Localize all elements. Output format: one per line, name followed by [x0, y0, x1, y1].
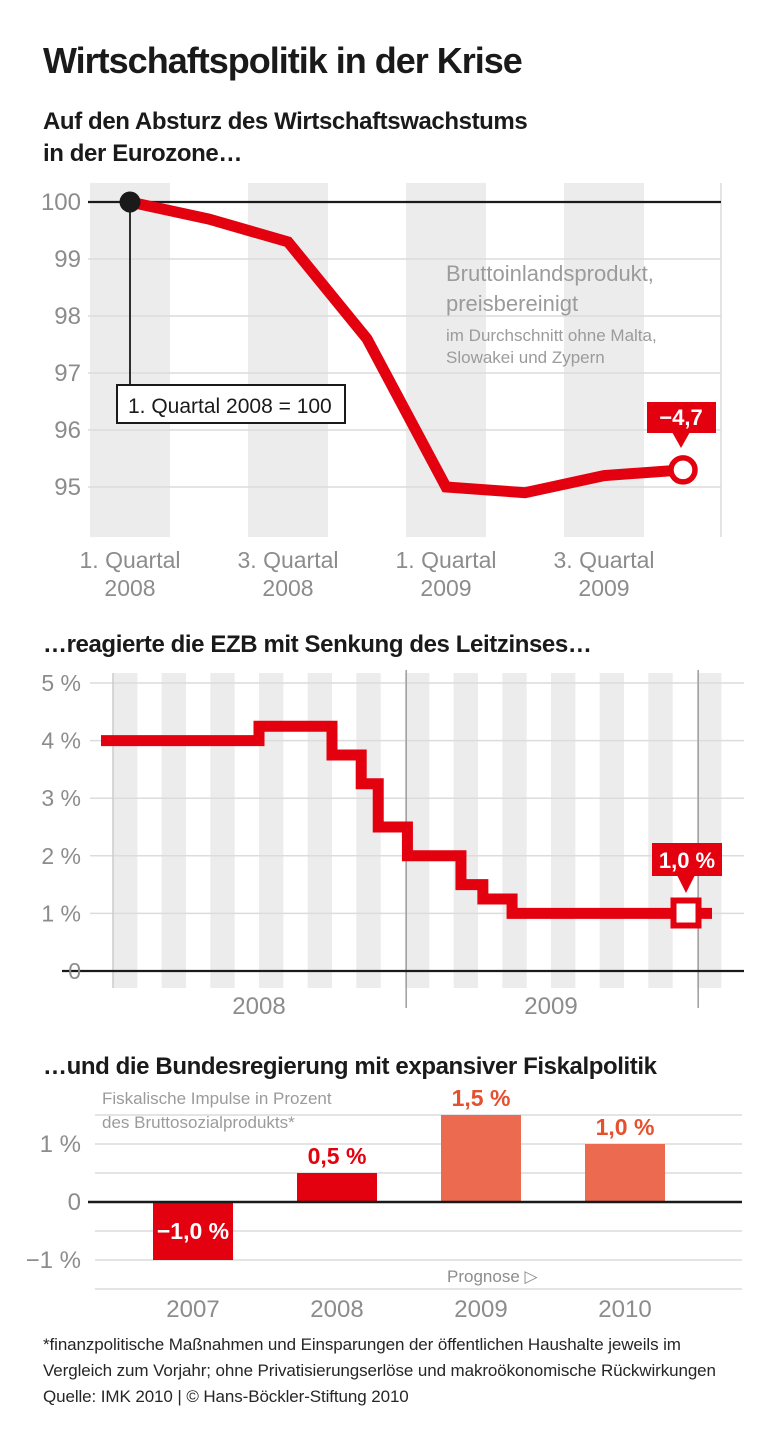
x-tick-label-quarter: 3. Quartal [554, 547, 655, 573]
fiskal-bar-chart: −1,0 % 0,5 % 1,5 % 1,0 % Fiskalische Impulse… [26, 1085, 742, 1323]
y-tick-label: 2 % [41, 843, 81, 869]
y-tick-label: 0 [68, 958, 81, 984]
chart-note-line2: des Bruttosozialprodukts* [102, 1113, 295, 1132]
leitzins-step-line [101, 720, 712, 919]
end-callout-box [647, 402, 716, 433]
bar-value-label: 0,5 % [308, 1143, 367, 1169]
annotation-box [116, 384, 346, 424]
bar-value-label: 1,0 % [596, 1114, 655, 1140]
gdp-line-chart: −4,7 1. Quartal 2008 = 100 100 99 98 97 96 95 1.… [41, 183, 722, 601]
footnote-block: *finanzpolitische Maßnahmen und Einsparu… [43, 1332, 743, 1410]
y-tick-label: −1 % [26, 1247, 81, 1274]
end-callout-value: 1,0 % [659, 848, 715, 873]
month-stripe [696, 673, 722, 988]
y-tick-label: 95 [54, 474, 81, 501]
annotation-text: 1. Quartal 2008 = 100 [128, 395, 332, 418]
month-stripe [453, 673, 478, 988]
y-tick-label: 5 % [41, 670, 81, 696]
section-gdp-heading: Auf den Absturz des Wirtschaftswachstums… [43, 106, 528, 170]
section-gdp-heading-line1: Auf den Absturz des Wirtschaftswachstums [43, 108, 528, 135]
page-title: Wirtschaftspolitik in der Krise [43, 40, 523, 81]
end-callout-value: −4,7 [659, 405, 702, 430]
end-point-marker [670, 897, 702, 929]
section-fiscal-heading: …und die Bundesregierung mit expansiver … [43, 1053, 657, 1080]
month-stripe [502, 673, 527, 988]
x-tick-label-year: 2010 [598, 1296, 651, 1323]
bar-2008 [297, 1173, 377, 1202]
month-stripe [258, 673, 284, 988]
end-callout-pointer [677, 875, 695, 893]
month-stripe [113, 673, 138, 988]
month-stripe [161, 673, 186, 988]
leitzins-step-chart: 1,0 % 5 % 4 % 3 % 2 % 1 % 0 2008 2009 [41, 670, 744, 1020]
prognose-label: Prognose ▷ [447, 1267, 538, 1286]
series-title-line2: preisbereinigt [446, 291, 578, 316]
bar-value-label: 1,5 % [452, 1085, 511, 1111]
x-tick-label-year: 2008 [232, 993, 285, 1020]
y-tick-label: 96 [54, 417, 81, 444]
series-note-line2: Slowakei und Zypern [446, 348, 605, 367]
month-stripe [307, 673, 332, 988]
x-tick-label-year: 2007 [166, 1296, 219, 1323]
y-tick-label: 0 [68, 1189, 81, 1216]
source-line: Quelle: IMK 2010 | © Hans-Böckler-Stiftu… [43, 1387, 409, 1406]
month-stripe [210, 673, 235, 988]
y-tick-label: 3 % [41, 785, 81, 811]
x-tick-label-quarter: 1. Quartal [80, 547, 181, 573]
x-tick-label-year: 2008 [262, 575, 313, 601]
y-tick-label: 4 % [41, 728, 81, 754]
x-tick-label-year: 2008 [310, 1296, 363, 1323]
x-tick-label-year: 2009 [524, 993, 577, 1020]
bar-value-label: −1,0 % [157, 1218, 229, 1244]
x-tick-label-year: 2008 [104, 575, 155, 601]
end-point-marker [668, 455, 698, 485]
chart-note-line1: Fiskalische Impulse in Prozent [102, 1089, 332, 1108]
y-tick-label: 100 [41, 189, 81, 216]
bar-2007 [153, 1202, 233, 1260]
y-tick-label: 1 % [41, 900, 81, 926]
end-callout-pointer [672, 432, 690, 448]
series-title-line1: Bruttoinlandsprodukt, [446, 261, 654, 286]
end-callout-box [652, 843, 722, 876]
month-stripe [599, 673, 624, 988]
x-tick-label-year: 2009 [454, 1296, 507, 1323]
x-tick-label-quarter: 3. Quartal [238, 547, 339, 573]
y-tick-label: 98 [54, 303, 81, 330]
start-point-marker [119, 191, 141, 213]
x-tick-label-year: 2009 [420, 575, 471, 601]
month-stripe [550, 673, 576, 988]
x-tick-label-year: 2009 [578, 575, 629, 601]
y-tick-label: 1 % [40, 1131, 81, 1158]
footnote-line2: Vergleich zum Vorjahr; ohne Privatisieru… [43, 1361, 716, 1380]
y-tick-label: 97 [54, 360, 81, 387]
bar-2009 [441, 1115, 521, 1202]
section-ezb-heading: …reagierte die EZB mit Senkung des Leitz… [43, 631, 592, 658]
section-gdp-heading-line2: in der Eurozone… [43, 140, 242, 167]
bar-2010 [585, 1144, 665, 1202]
y-tick-label: 99 [54, 246, 81, 273]
gdp-line [128, 196, 684, 499]
series-note-line1: im Durchschnitt ohne Malta, [446, 326, 657, 345]
footnote-line1: *finanzpolitische Maßnahmen und Einsparu… [43, 1335, 681, 1354]
month-stripe [648, 673, 673, 988]
x-tick-label-quarter: 1. Quartal [396, 547, 497, 573]
